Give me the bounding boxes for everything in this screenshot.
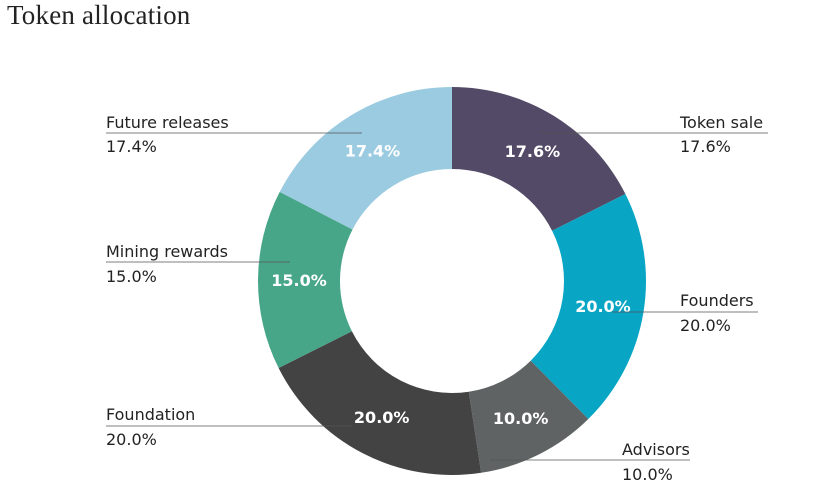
- slice-label-foundation: 20.0%: [354, 408, 410, 427]
- slice-founders: [530, 194, 646, 420]
- slice-label-founders: 20.0%: [575, 297, 631, 316]
- callout-name-founders: Founders: [680, 291, 754, 310]
- slice-future-releases: [279, 87, 452, 230]
- slice-advisors: [468, 360, 589, 473]
- callout-name-future-releases: Future releases: [106, 113, 229, 132]
- slice-label-token-sale: 17.6%: [505, 142, 561, 161]
- slice-label-future-releases: 17.4%: [345, 141, 401, 160]
- slice-foundation: [278, 331, 482, 475]
- slice-mining-rewards: [257, 191, 353, 368]
- callout-name-mining-rewards: Mining rewards: [106, 242, 228, 261]
- callout-value-founders: 20.0%: [680, 316, 731, 335]
- slice-label-mining-rewards: 15.0%: [271, 271, 327, 290]
- callout-value-advisors: 10.0%: [622, 465, 673, 484]
- callout-value-mining-rewards: 15.0%: [106, 267, 157, 286]
- slice-label-advisors: 10.0%: [493, 409, 549, 428]
- callout-name-advisors: Advisors: [622, 440, 690, 459]
- callout-name-token-sale: Token sale: [679, 113, 763, 132]
- callout-name-foundation: Foundation: [106, 405, 195, 424]
- callout-value-future-releases: 17.4%: [106, 137, 157, 156]
- callout-value-foundation: 20.0%: [106, 430, 157, 449]
- callout-value-token-sale: 17.6%: [680, 137, 731, 156]
- slice-token-sale: [452, 87, 626, 231]
- chart-title: Token allocation: [7, 0, 191, 30]
